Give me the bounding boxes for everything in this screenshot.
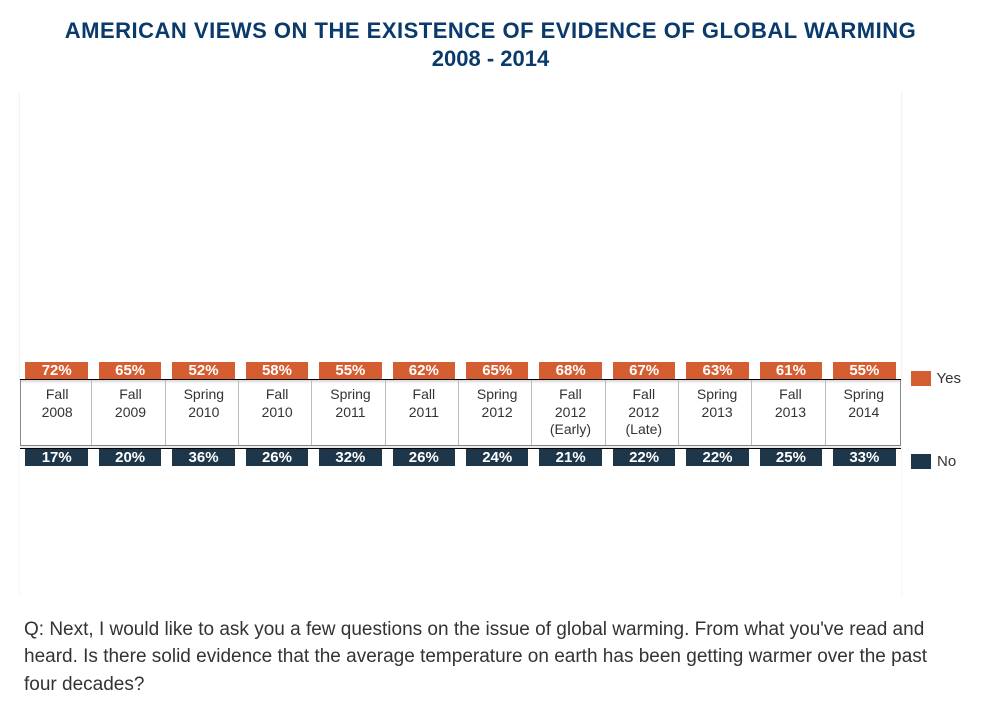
bar-col-no: 25% bbox=[756, 449, 825, 466]
yes-bar: 63% bbox=[686, 362, 748, 379]
legend-yes-label: Yes bbox=[937, 370, 961, 387]
no-bar: 17% bbox=[25, 449, 87, 466]
no-bar: 26% bbox=[393, 449, 455, 466]
legend: Yes No bbox=[901, 90, 961, 598]
no-bar: 32% bbox=[319, 449, 381, 466]
axis-label: Fall2011 bbox=[390, 380, 459, 445]
chart-container: 72% 65% 52% 58% 55% 62% 65% 68% 67% 63% 61% 55% Fal… bbox=[20, 90, 961, 598]
axis-label: Fall2009 bbox=[96, 380, 165, 445]
legend-no: No bbox=[911, 453, 961, 470]
bar-col-no: 21% bbox=[536, 449, 605, 466]
no-bar: 22% bbox=[686, 449, 748, 466]
legend-no-label: No bbox=[937, 453, 956, 470]
bar-col-yes: 65% bbox=[463, 362, 532, 379]
no-bar: 20% bbox=[99, 449, 161, 466]
no-bar: 22% bbox=[613, 449, 675, 466]
bar-col-no: 32% bbox=[316, 449, 385, 466]
no-bar: 33% bbox=[833, 449, 895, 466]
axis-label: Fall2012(Late) bbox=[610, 380, 679, 445]
bar-col-yes: 67% bbox=[609, 362, 678, 379]
yes-bar: 62% bbox=[393, 362, 455, 379]
no-bar: 26% bbox=[246, 449, 308, 466]
axis-label: Spring2011 bbox=[316, 380, 385, 445]
legend-yes: Yes bbox=[911, 370, 961, 387]
bar-col-no: 26% bbox=[389, 449, 458, 466]
axis-labels: Fall2008Fall2009Spring2010Fall2010Spring… bbox=[20, 380, 901, 446]
bar-col-no: 20% bbox=[95, 449, 164, 466]
bar-col-yes: 55% bbox=[830, 362, 899, 379]
bar-col-no: 36% bbox=[169, 449, 238, 466]
yes-bar: 65% bbox=[99, 362, 161, 379]
yes-bar: 55% bbox=[319, 362, 381, 379]
no-bar: 25% bbox=[760, 449, 822, 466]
yes-bar: 58% bbox=[246, 362, 308, 379]
axis-label: Fall2012(Early) bbox=[536, 380, 605, 445]
axis-label: Spring2012 bbox=[463, 380, 532, 445]
bar-col-yes: 63% bbox=[683, 362, 752, 379]
yes-bar: 55% bbox=[833, 362, 895, 379]
yes-bar: 65% bbox=[466, 362, 528, 379]
yes-bar: 72% bbox=[25, 362, 87, 379]
bar-col-yes: 72% bbox=[22, 362, 91, 379]
bar-col-no: 26% bbox=[242, 449, 311, 466]
axis-label: Spring2013 bbox=[683, 380, 752, 445]
axis-label: Spring2010 bbox=[170, 380, 239, 445]
no-bar: 21% bbox=[539, 449, 601, 466]
chart-area: 72% 65% 52% 58% 55% 62% 65% 68% 67% 63% 61% 55% Fal… bbox=[20, 90, 901, 598]
yes-bar: 68% bbox=[539, 362, 601, 379]
axis-label: Spring2014 bbox=[830, 380, 898, 445]
axis-label: Fall2013 bbox=[756, 380, 825, 445]
question-text: Q: Next, I would like to ask you a few q… bbox=[20, 616, 961, 699]
no-bars-zone: 17% 20% 36% 26% 32% 26% 24% 21% 22% 22% 25% 33% bbox=[20, 448, 901, 598]
yes-bar: 52% bbox=[172, 362, 234, 379]
bar-col-yes: 62% bbox=[389, 362, 458, 379]
title-line-2: 2008 - 2014 bbox=[20, 46, 961, 72]
axis-label: Fall2010 bbox=[243, 380, 312, 445]
bar-col-yes: 58% bbox=[242, 362, 311, 379]
bar-col-yes: 68% bbox=[536, 362, 605, 379]
bar-col-no: 22% bbox=[609, 449, 678, 466]
bar-col-no: 22% bbox=[683, 449, 752, 466]
bar-col-yes: 61% bbox=[756, 362, 825, 379]
bar-col-yes: 55% bbox=[316, 362, 385, 379]
no-bar: 36% bbox=[172, 449, 234, 466]
bar-col-yes: 65% bbox=[95, 362, 164, 379]
yes-bar: 67% bbox=[613, 362, 675, 379]
bar-col-no: 33% bbox=[830, 449, 899, 466]
yes-bar: 61% bbox=[760, 362, 822, 379]
bar-col-no: 24% bbox=[463, 449, 532, 466]
bar-col-no: 17% bbox=[22, 449, 91, 466]
bar-col-yes: 52% bbox=[169, 362, 238, 379]
no-bar: 24% bbox=[466, 449, 528, 466]
legend-yes-swatch bbox=[911, 371, 931, 386]
axis-label: Fall2008 bbox=[23, 380, 92, 445]
yes-bars-zone: 72% 65% 52% 58% 55% 62% 65% 68% 67% 63% 61% 55% bbox=[20, 90, 901, 380]
title-line-1: AMERICAN VIEWS ON THE EXISTENCE OF EVIDE… bbox=[20, 18, 961, 44]
legend-no-swatch bbox=[911, 454, 931, 469]
